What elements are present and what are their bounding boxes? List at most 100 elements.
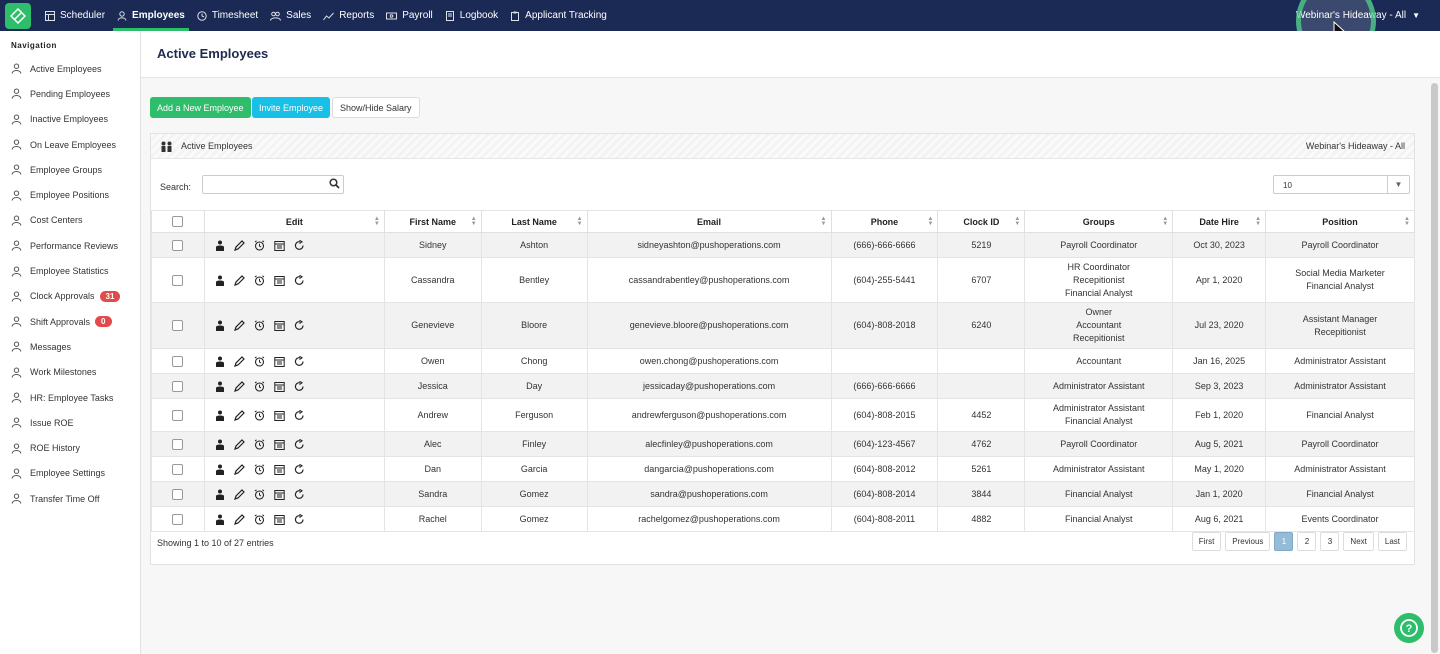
sidebar-item-performance-reviews[interactable]: Performance Reviews	[0, 233, 140, 258]
sidebar-item-employee-groups[interactable]: Employee Groups	[0, 157, 140, 182]
alarm-clock-icon[interactable]	[254, 320, 265, 331]
row-checkbox[interactable]	[172, 355, 184, 367]
pencil-icon[interactable]	[233, 320, 245, 331]
search-input[interactable]	[202, 175, 344, 194]
table-row[interactable]: Dan Garcia dangarcia@pushoperations.com (60…	[151, 456, 1415, 482]
profile-icon[interactable]	[215, 514, 225, 525]
table-row[interactable]: Sidney Ashton sidneyashton@pushoperations.…	[151, 232, 1415, 258]
nav-tab-reports[interactable]: Reports	[317, 0, 380, 31]
sidebar-item-roe-history[interactable]: ROE History	[0, 435, 140, 460]
redo-icon[interactable]	[294, 438, 305, 450]
column-header-last-name[interactable]: Last Name ▲ ▼	[480, 210, 588, 233]
nav-tab-logbook[interactable]: Logbook	[439, 0, 504, 31]
sidebar-item-inactive-employees[interactable]: Inactive Employees	[0, 107, 140, 132]
app-logo[interactable]	[5, 2, 31, 29]
pencil-icon[interactable]	[233, 355, 245, 367]
search-icon[interactable]	[329, 178, 340, 189]
profile-icon[interactable]	[215, 464, 225, 475]
alarm-clock-icon[interactable]	[254, 380, 265, 392]
column-header-edit[interactable]: Edit ▲ ▼	[203, 210, 385, 233]
calendar-icon[interactable]	[274, 356, 285, 367]
alarm-clock-icon[interactable]	[254, 355, 265, 367]
alarm-clock-icon[interactable]	[254, 463, 265, 475]
redo-icon[interactable]	[294, 355, 305, 367]
nav-tab-employees[interactable]: Employees	[111, 0, 191, 31]
nav-tab-sales[interactable]: Sales	[264, 0, 317, 31]
alarm-clock-icon[interactable]	[254, 239, 265, 251]
pager-previous[interactable]: Previous	[1225, 532, 1271, 551]
row-checkbox[interactable]	[172, 274, 184, 286]
pager-next[interactable]: Next	[1343, 532, 1374, 551]
sidebar-item-pending-employees[interactable]: Pending Employees	[0, 81, 140, 106]
pager-1[interactable]: 1	[1274, 532, 1294, 551]
select-all-checkbox[interactable]	[172, 216, 184, 228]
profile-icon[interactable]	[215, 240, 225, 251]
calendar-icon[interactable]	[274, 320, 285, 331]
pencil-icon[interactable]	[233, 513, 245, 525]
redo-icon[interactable]	[294, 409, 305, 421]
row-checkbox[interactable]	[172, 438, 184, 450]
calendar-icon[interactable]	[274, 240, 285, 251]
vertical-scrollbar[interactable]	[1431, 83, 1438, 653]
location-selector[interactable]: Webinar's Hideaway - All ▼	[1296, 0, 1420, 31]
column-header-groups[interactable]: Groups ▲ ▼	[1024, 210, 1174, 233]
pager-last[interactable]: Last	[1377, 532, 1407, 551]
pager-2[interactable]: 2	[1297, 532, 1317, 551]
alarm-clock-icon[interactable]	[254, 513, 265, 525]
column-header-date-hire[interactable]: Date Hire ▲ ▼	[1172, 210, 1267, 233]
calendar-icon[interactable]	[274, 464, 285, 475]
profile-icon[interactable]	[215, 356, 225, 367]
pencil-icon[interactable]	[233, 409, 245, 421]
calendar-icon[interactable]	[274, 381, 285, 392]
nav-tab-applicant-tracking[interactable]: Applicant Tracking	[504, 0, 613, 31]
sidebar-item-employee-settings[interactable]: Employee Settings	[0, 461, 140, 486]
row-checkbox[interactable]	[172, 488, 184, 500]
calendar-icon[interactable]	[274, 489, 285, 500]
redo-icon[interactable]	[294, 380, 305, 392]
redo-icon[interactable]	[294, 513, 305, 525]
sidebar-item-employee-positions[interactable]: Employee Positions	[0, 182, 140, 207]
pencil-icon[interactable]	[233, 463, 245, 475]
pager-3[interactable]: 3	[1320, 532, 1340, 551]
redo-icon[interactable]	[294, 463, 305, 475]
sidebar-item-active-employees[interactable]: Active Employees	[0, 56, 140, 81]
calendar-icon[interactable]	[274, 275, 285, 286]
invite-employee-button[interactable]: Invite Employee	[252, 97, 331, 118]
table-row[interactable]: Genevieve Bloore genevieve.bloore@pushoper…	[151, 302, 1415, 349]
alarm-clock-icon[interactable]	[254, 409, 265, 421]
pencil-icon[interactable]	[233, 438, 245, 450]
row-checkbox[interactable]	[172, 463, 184, 475]
profile-icon[interactable]	[215, 489, 225, 500]
redo-icon[interactable]	[294, 239, 305, 251]
sidebar-item-employee-statistics[interactable]: Employee Statistics	[0, 258, 140, 283]
page-size-select[interactable]: 10 ▼	[1273, 175, 1410, 194]
sidebar-item-messages[interactable]: Messages	[0, 334, 140, 359]
pencil-icon[interactable]	[233, 380, 245, 392]
table-row[interactable]: Cassandra Bentley cassandrabentley@pushope…	[151, 257, 1415, 303]
pencil-icon[interactable]	[233, 239, 245, 251]
nav-tab-timesheet[interactable]: Timesheet	[191, 0, 264, 31]
help-chat-button[interactable]: ?	[1394, 613, 1424, 643]
table-row[interactable]: Jessica Day jessicaday@pushoperations.com (…	[151, 373, 1415, 399]
alarm-clock-icon[interactable]	[254, 438, 265, 450]
column-header-position[interactable]: Position ▲ ▼	[1265, 210, 1415, 233]
row-checkbox[interactable]	[172, 320, 184, 332]
column-header-phone[interactable]: Phone ▲ ▼	[830, 210, 939, 233]
show-hide-salary-button[interactable]: Show/Hide Salary	[332, 97, 420, 118]
profile-icon[interactable]	[215, 410, 225, 421]
calendar-icon[interactable]	[274, 439, 285, 450]
alarm-clock-icon[interactable]	[254, 274, 265, 286]
table-row[interactable]: Owen Chong owen.chong@pushoperations.com Ac…	[151, 348, 1415, 374]
sidebar-item-work-milestones[interactable]: Work Milestones	[0, 360, 140, 385]
nav-tab-scheduler[interactable]: Scheduler	[39, 0, 111, 31]
row-checkbox[interactable]	[172, 239, 184, 251]
sidebar-item-cost-centers[interactable]: Cost Centers	[0, 208, 140, 233]
row-checkbox[interactable]	[172, 513, 184, 525]
profile-icon[interactable]	[215, 381, 225, 392]
row-checkbox[interactable]	[172, 380, 184, 392]
column-header-email[interactable]: Email ▲ ▼	[586, 210, 832, 233]
column-header-clock-id[interactable]: Clock ID ▲ ▼	[937, 210, 1026, 233]
profile-icon[interactable]	[215, 439, 225, 450]
table-row[interactable]: Andrew Ferguson andrewferguson@pushoperati…	[151, 398, 1415, 432]
sidebar-item-clock-approvals[interactable]: Clock Approvals 31	[0, 284, 140, 309]
